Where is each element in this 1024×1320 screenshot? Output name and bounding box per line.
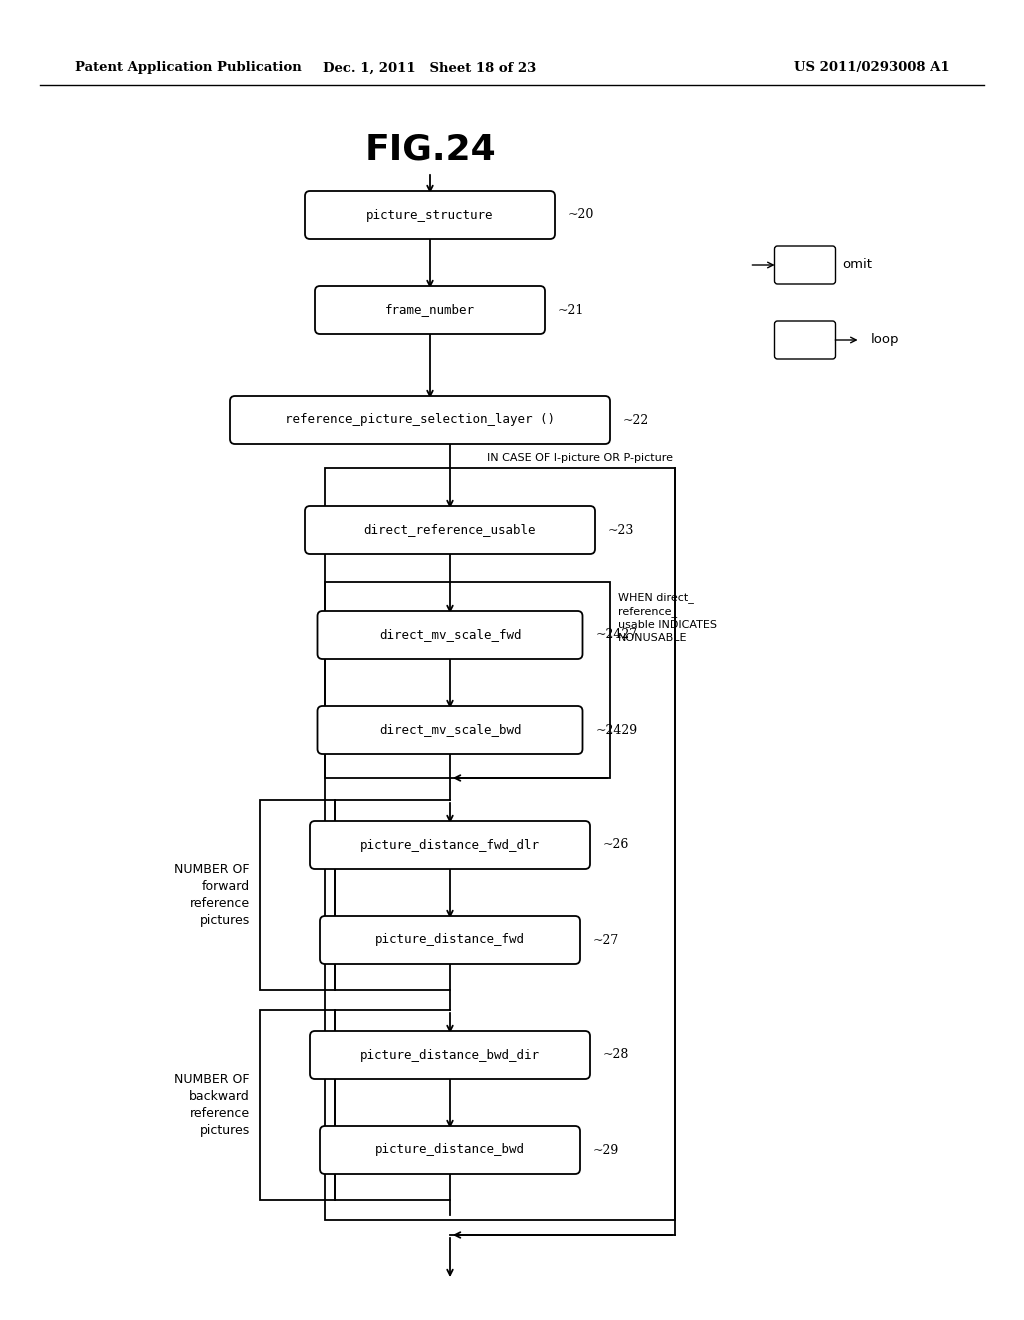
Text: picture_distance_fwd: picture_distance_fwd xyxy=(375,933,525,946)
Text: NUMBER OF
forward
reference
pictures: NUMBER OF forward reference pictures xyxy=(174,863,250,927)
FancyBboxPatch shape xyxy=(310,821,590,869)
FancyBboxPatch shape xyxy=(310,1031,590,1078)
Bar xyxy=(325,582,610,777)
Bar xyxy=(260,1010,335,1200)
FancyBboxPatch shape xyxy=(319,1126,580,1173)
Text: Patent Application Publication: Patent Application Publication xyxy=(75,62,302,74)
Text: IN CASE OF I-picture OR P-picture: IN CASE OF I-picture OR P-picture xyxy=(487,453,673,463)
Text: omit: omit xyxy=(843,259,872,272)
FancyBboxPatch shape xyxy=(317,706,583,754)
Text: picture_structure: picture_structure xyxy=(367,209,494,222)
Text: ~28: ~28 xyxy=(603,1048,630,1061)
Text: direct_mv_scale_fwd: direct_mv_scale_fwd xyxy=(379,628,521,642)
Text: ~2427: ~2427 xyxy=(596,628,638,642)
Text: loop: loop xyxy=(870,334,899,346)
FancyBboxPatch shape xyxy=(774,321,836,359)
Text: ~2429: ~2429 xyxy=(596,723,638,737)
FancyBboxPatch shape xyxy=(317,611,583,659)
Text: ~26: ~26 xyxy=(603,838,630,851)
Text: WHEN direct_
reference_
usable INDICATES
NONUSABLE: WHEN direct_ reference_ usable INDICATES… xyxy=(618,591,717,643)
Text: reference_picture_selection_layer (): reference_picture_selection_layer () xyxy=(285,413,555,426)
FancyBboxPatch shape xyxy=(230,396,610,444)
Bar xyxy=(260,800,335,990)
Text: ~27: ~27 xyxy=(593,933,620,946)
FancyBboxPatch shape xyxy=(305,506,595,554)
FancyBboxPatch shape xyxy=(315,286,545,334)
Text: direct_reference_usable: direct_reference_usable xyxy=(364,524,537,536)
Text: ~23: ~23 xyxy=(608,524,635,536)
Text: FIG.24: FIG.24 xyxy=(365,133,496,168)
Text: picture_distance_bwd_dir: picture_distance_bwd_dir xyxy=(360,1048,540,1061)
Text: ~20: ~20 xyxy=(568,209,594,222)
FancyBboxPatch shape xyxy=(319,916,580,964)
Text: US 2011/0293008 A1: US 2011/0293008 A1 xyxy=(795,62,950,74)
Text: ~29: ~29 xyxy=(593,1143,620,1156)
Text: picture_distance_fwd_dlr: picture_distance_fwd_dlr xyxy=(360,838,540,851)
Text: NUMBER OF
backward
reference
pictures: NUMBER OF backward reference pictures xyxy=(174,1073,250,1137)
Text: picture_distance_bwd: picture_distance_bwd xyxy=(375,1143,525,1156)
Text: ~21: ~21 xyxy=(558,304,585,317)
Text: direct_mv_scale_bwd: direct_mv_scale_bwd xyxy=(379,723,521,737)
Text: frame_number: frame_number xyxy=(385,304,475,317)
Bar xyxy=(325,469,675,1220)
FancyBboxPatch shape xyxy=(774,246,836,284)
Text: Dec. 1, 2011   Sheet 18 of 23: Dec. 1, 2011 Sheet 18 of 23 xyxy=(324,62,537,74)
FancyBboxPatch shape xyxy=(305,191,555,239)
Text: ~22: ~22 xyxy=(623,413,649,426)
